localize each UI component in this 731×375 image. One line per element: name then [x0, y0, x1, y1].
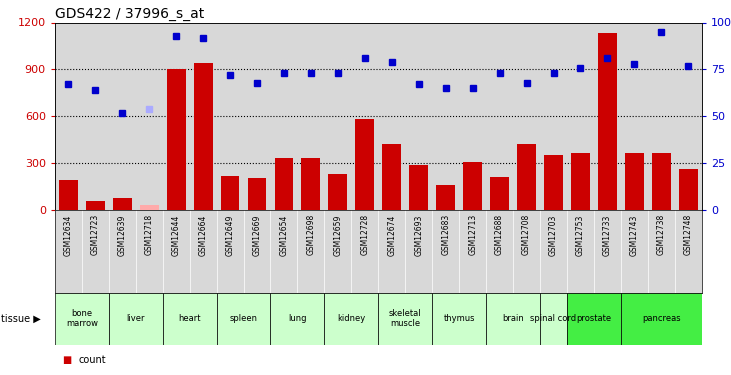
Bar	[491, 177, 509, 210]
Bar	[436, 185, 455, 210]
Bar	[517, 144, 536, 210]
Text: GSM12723: GSM12723	[91, 214, 99, 255]
Text: GSM12703: GSM12703	[549, 214, 558, 255]
Text: GSM12688: GSM12688	[495, 214, 504, 255]
Bar	[275, 158, 293, 210]
Text: GSM12649: GSM12649	[226, 214, 235, 255]
Text: GDS422 / 37996_s_at: GDS422 / 37996_s_at	[55, 8, 204, 21]
Bar	[382, 144, 401, 210]
Bar	[140, 206, 159, 210]
Text: GSM12669: GSM12669	[252, 214, 262, 255]
Bar	[598, 33, 617, 210]
Text: GSM12683: GSM12683	[442, 214, 450, 255]
Text: brain: brain	[502, 314, 524, 323]
Bar	[355, 119, 374, 210]
Text: GSM12674: GSM12674	[387, 214, 396, 255]
Text: GSM12639: GSM12639	[118, 214, 126, 255]
Text: GSM12713: GSM12713	[468, 214, 477, 255]
Bar	[544, 155, 563, 210]
Text: GSM12644: GSM12644	[172, 214, 181, 255]
Text: ■: ■	[62, 355, 72, 365]
Bar	[59, 180, 77, 210]
Text: GSM12743: GSM12743	[630, 214, 639, 255]
Text: liver: liver	[126, 314, 145, 323]
Text: GSM12748: GSM12748	[683, 214, 693, 255]
Bar	[221, 176, 240, 210]
Bar	[194, 63, 213, 210]
Text: lung: lung	[288, 314, 307, 323]
Bar	[216, 292, 270, 345]
Text: count: count	[78, 355, 106, 365]
Bar	[432, 292, 486, 345]
Text: GSM12698: GSM12698	[306, 214, 315, 255]
Bar	[540, 292, 567, 345]
Text: GSM12634: GSM12634	[64, 214, 73, 255]
Bar	[55, 292, 109, 345]
Bar	[652, 153, 671, 210]
Bar	[567, 292, 621, 345]
Text: GSM12728: GSM12728	[360, 214, 369, 255]
Text: GSM12659: GSM12659	[333, 214, 342, 255]
Text: kidney: kidney	[337, 314, 366, 323]
Bar	[162, 292, 216, 345]
Bar	[328, 174, 347, 210]
Bar	[109, 292, 162, 345]
Bar	[86, 201, 105, 210]
Bar	[301, 158, 320, 210]
Text: GSM12753: GSM12753	[576, 214, 585, 255]
Text: skeletal
muscle: skeletal muscle	[389, 309, 422, 328]
Text: tissue ▶: tissue ▶	[1, 314, 41, 324]
Bar	[248, 178, 266, 210]
Bar	[409, 165, 428, 210]
Bar	[378, 292, 432, 345]
Text: GSM12718: GSM12718	[145, 214, 154, 255]
Text: GSM12664: GSM12664	[199, 214, 208, 255]
Bar	[625, 153, 644, 210]
Text: prostate: prostate	[576, 314, 612, 323]
Text: heart: heart	[178, 314, 201, 323]
Text: GSM12693: GSM12693	[414, 214, 423, 255]
Text: GSM12654: GSM12654	[279, 214, 289, 255]
Bar	[571, 153, 590, 210]
Text: bone
marrow: bone marrow	[66, 309, 98, 328]
Bar	[463, 162, 482, 210]
Bar	[270, 292, 325, 345]
Bar	[621, 292, 702, 345]
Text: GSM12733: GSM12733	[603, 214, 612, 255]
Bar	[167, 69, 186, 210]
Bar	[679, 170, 697, 210]
Text: thymus: thymus	[444, 314, 475, 323]
Bar	[325, 292, 378, 345]
Text: GSM12738: GSM12738	[657, 214, 666, 255]
Text: GSM12708: GSM12708	[522, 214, 531, 255]
Text: spinal cord: spinal cord	[531, 314, 577, 323]
Text: spleen: spleen	[230, 314, 257, 323]
Bar	[113, 198, 132, 210]
Bar	[486, 292, 540, 345]
Text: pancreas: pancreas	[642, 314, 681, 323]
